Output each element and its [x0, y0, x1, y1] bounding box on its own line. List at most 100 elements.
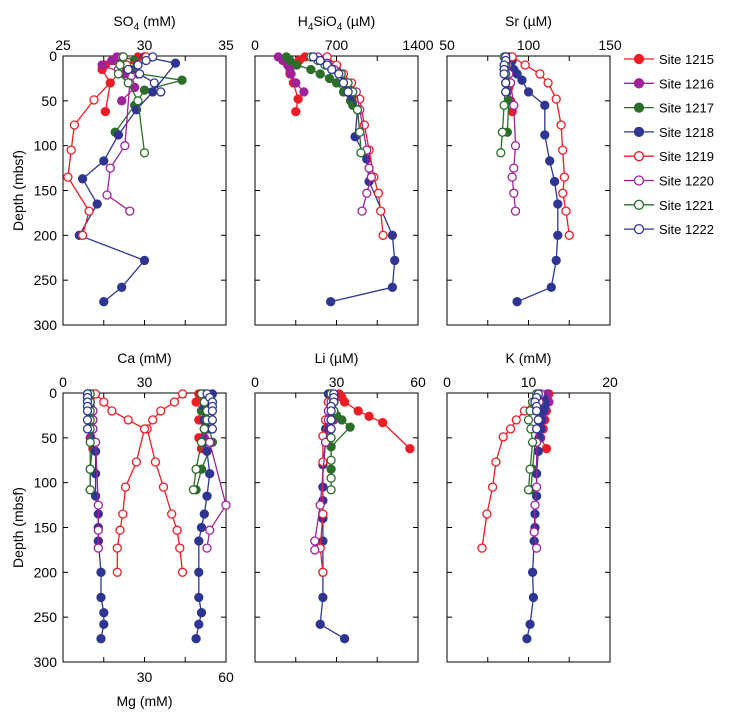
data-point	[113, 130, 124, 140]
data-point	[112, 567, 122, 577]
data-point	[558, 145, 568, 155]
data-point	[156, 87, 166, 97]
panel-title: Li (µM)	[315, 350, 359, 366]
data-point	[77, 174, 88, 184]
data-point	[326, 485, 336, 495]
data-point	[293, 94, 303, 104]
x-tick-label: 50	[439, 37, 455, 53]
data-point	[564, 230, 574, 240]
data-point	[205, 469, 215, 479]
data-point	[63, 172, 73, 182]
y-tick-label: 100	[34, 138, 58, 154]
data-point	[527, 567, 538, 577]
data-point	[326, 406, 336, 416]
legend-marker	[633, 53, 645, 65]
data-point	[315, 500, 325, 510]
x-tick-label: 30	[137, 37, 153, 53]
data-point	[525, 619, 535, 629]
data-point	[207, 406, 218, 416]
x-tick-label: 20	[602, 374, 618, 390]
data-point	[196, 608, 207, 618]
data-point	[541, 443, 552, 454]
legend-item: Site 1215	[624, 52, 714, 67]
data-point	[69, 120, 80, 130]
axes-frame	[62, 55, 227, 326]
data-point	[89, 95, 99, 105]
data-point	[334, 69, 344, 79]
legend-label: Site 1219	[659, 149, 714, 164]
data-point	[326, 473, 336, 483]
data-point	[551, 255, 561, 266]
data-point	[117, 282, 127, 292]
data-point	[324, 73, 335, 84]
data-point	[93, 525, 103, 535]
data-point	[100, 106, 111, 117]
data-point	[326, 297, 336, 307]
data-point	[509, 100, 519, 110]
y-tick-label: 150	[34, 183, 58, 199]
x-tick-label: 30	[137, 374, 153, 390]
data-point	[194, 592, 204, 603]
data-point	[520, 60, 530, 70]
data-point	[318, 567, 328, 577]
series-site-1222	[308, 52, 353, 97]
data-point	[530, 500, 540, 510]
data-point	[505, 424, 516, 434]
data-point	[172, 525, 182, 535]
legend-item: Site 1221	[624, 198, 714, 213]
data-point	[326, 455, 336, 465]
data-point	[512, 297, 522, 307]
data-point	[123, 78, 133, 88]
data-point	[501, 78, 511, 88]
y-tick-label: 100	[34, 475, 58, 491]
data-point	[551, 94, 561, 104]
data-point	[207, 415, 218, 425]
data-point	[378, 417, 388, 428]
data-point	[364, 411, 374, 421]
data-point	[523, 415, 534, 425]
series-site-1222	[202, 389, 218, 434]
data-point	[338, 78, 349, 88]
legend-label: Site 1220	[659, 174, 714, 189]
x-tick-label: 0	[251, 374, 259, 390]
data-point	[177, 567, 188, 577]
data-point	[482, 509, 492, 519]
data-point	[177, 389, 188, 399]
data-point	[496, 148, 506, 158]
data-point	[85, 485, 95, 495]
data-point	[115, 60, 125, 70]
data-point	[345, 422, 355, 432]
data-point	[509, 188, 519, 198]
data-point	[523, 485, 534, 495]
data-point	[99, 156, 109, 166]
series-site-1222	[82, 389, 93, 434]
data-point	[118, 52, 128, 62]
data-point	[405, 443, 415, 454]
data-point	[499, 100, 509, 110]
data-point	[310, 545, 320, 555]
data-point	[205, 525, 215, 535]
y-tick-label: 250	[34, 272, 58, 288]
data-point	[93, 500, 103, 510]
data-point	[177, 75, 187, 85]
data-point	[523, 87, 534, 97]
legend-label: Site 1222	[659, 222, 714, 237]
data-point	[352, 105, 363, 115]
y-tick-label: 250	[34, 609, 58, 625]
data-point	[318, 509, 328, 519]
data-point	[77, 230, 88, 240]
data-point	[205, 437, 215, 447]
data-point	[315, 55, 325, 66]
x-tick-label: 150	[598, 37, 622, 53]
x-tick-label: 35	[218, 37, 234, 53]
legend-item: Site 1218	[624, 125, 714, 140]
legend-marker	[633, 151, 645, 162]
y-tick-label: 0	[49, 48, 57, 64]
data-point	[308, 52, 318, 62]
legend: Site 1215 Site 1216 Site 1217 Site 1218 Site…	[624, 52, 714, 237]
data-point	[378, 230, 388, 240]
x-tick-label: 25	[55, 37, 71, 53]
data-point	[525, 464, 535, 474]
y-tick-label: 200	[34, 564, 58, 580]
